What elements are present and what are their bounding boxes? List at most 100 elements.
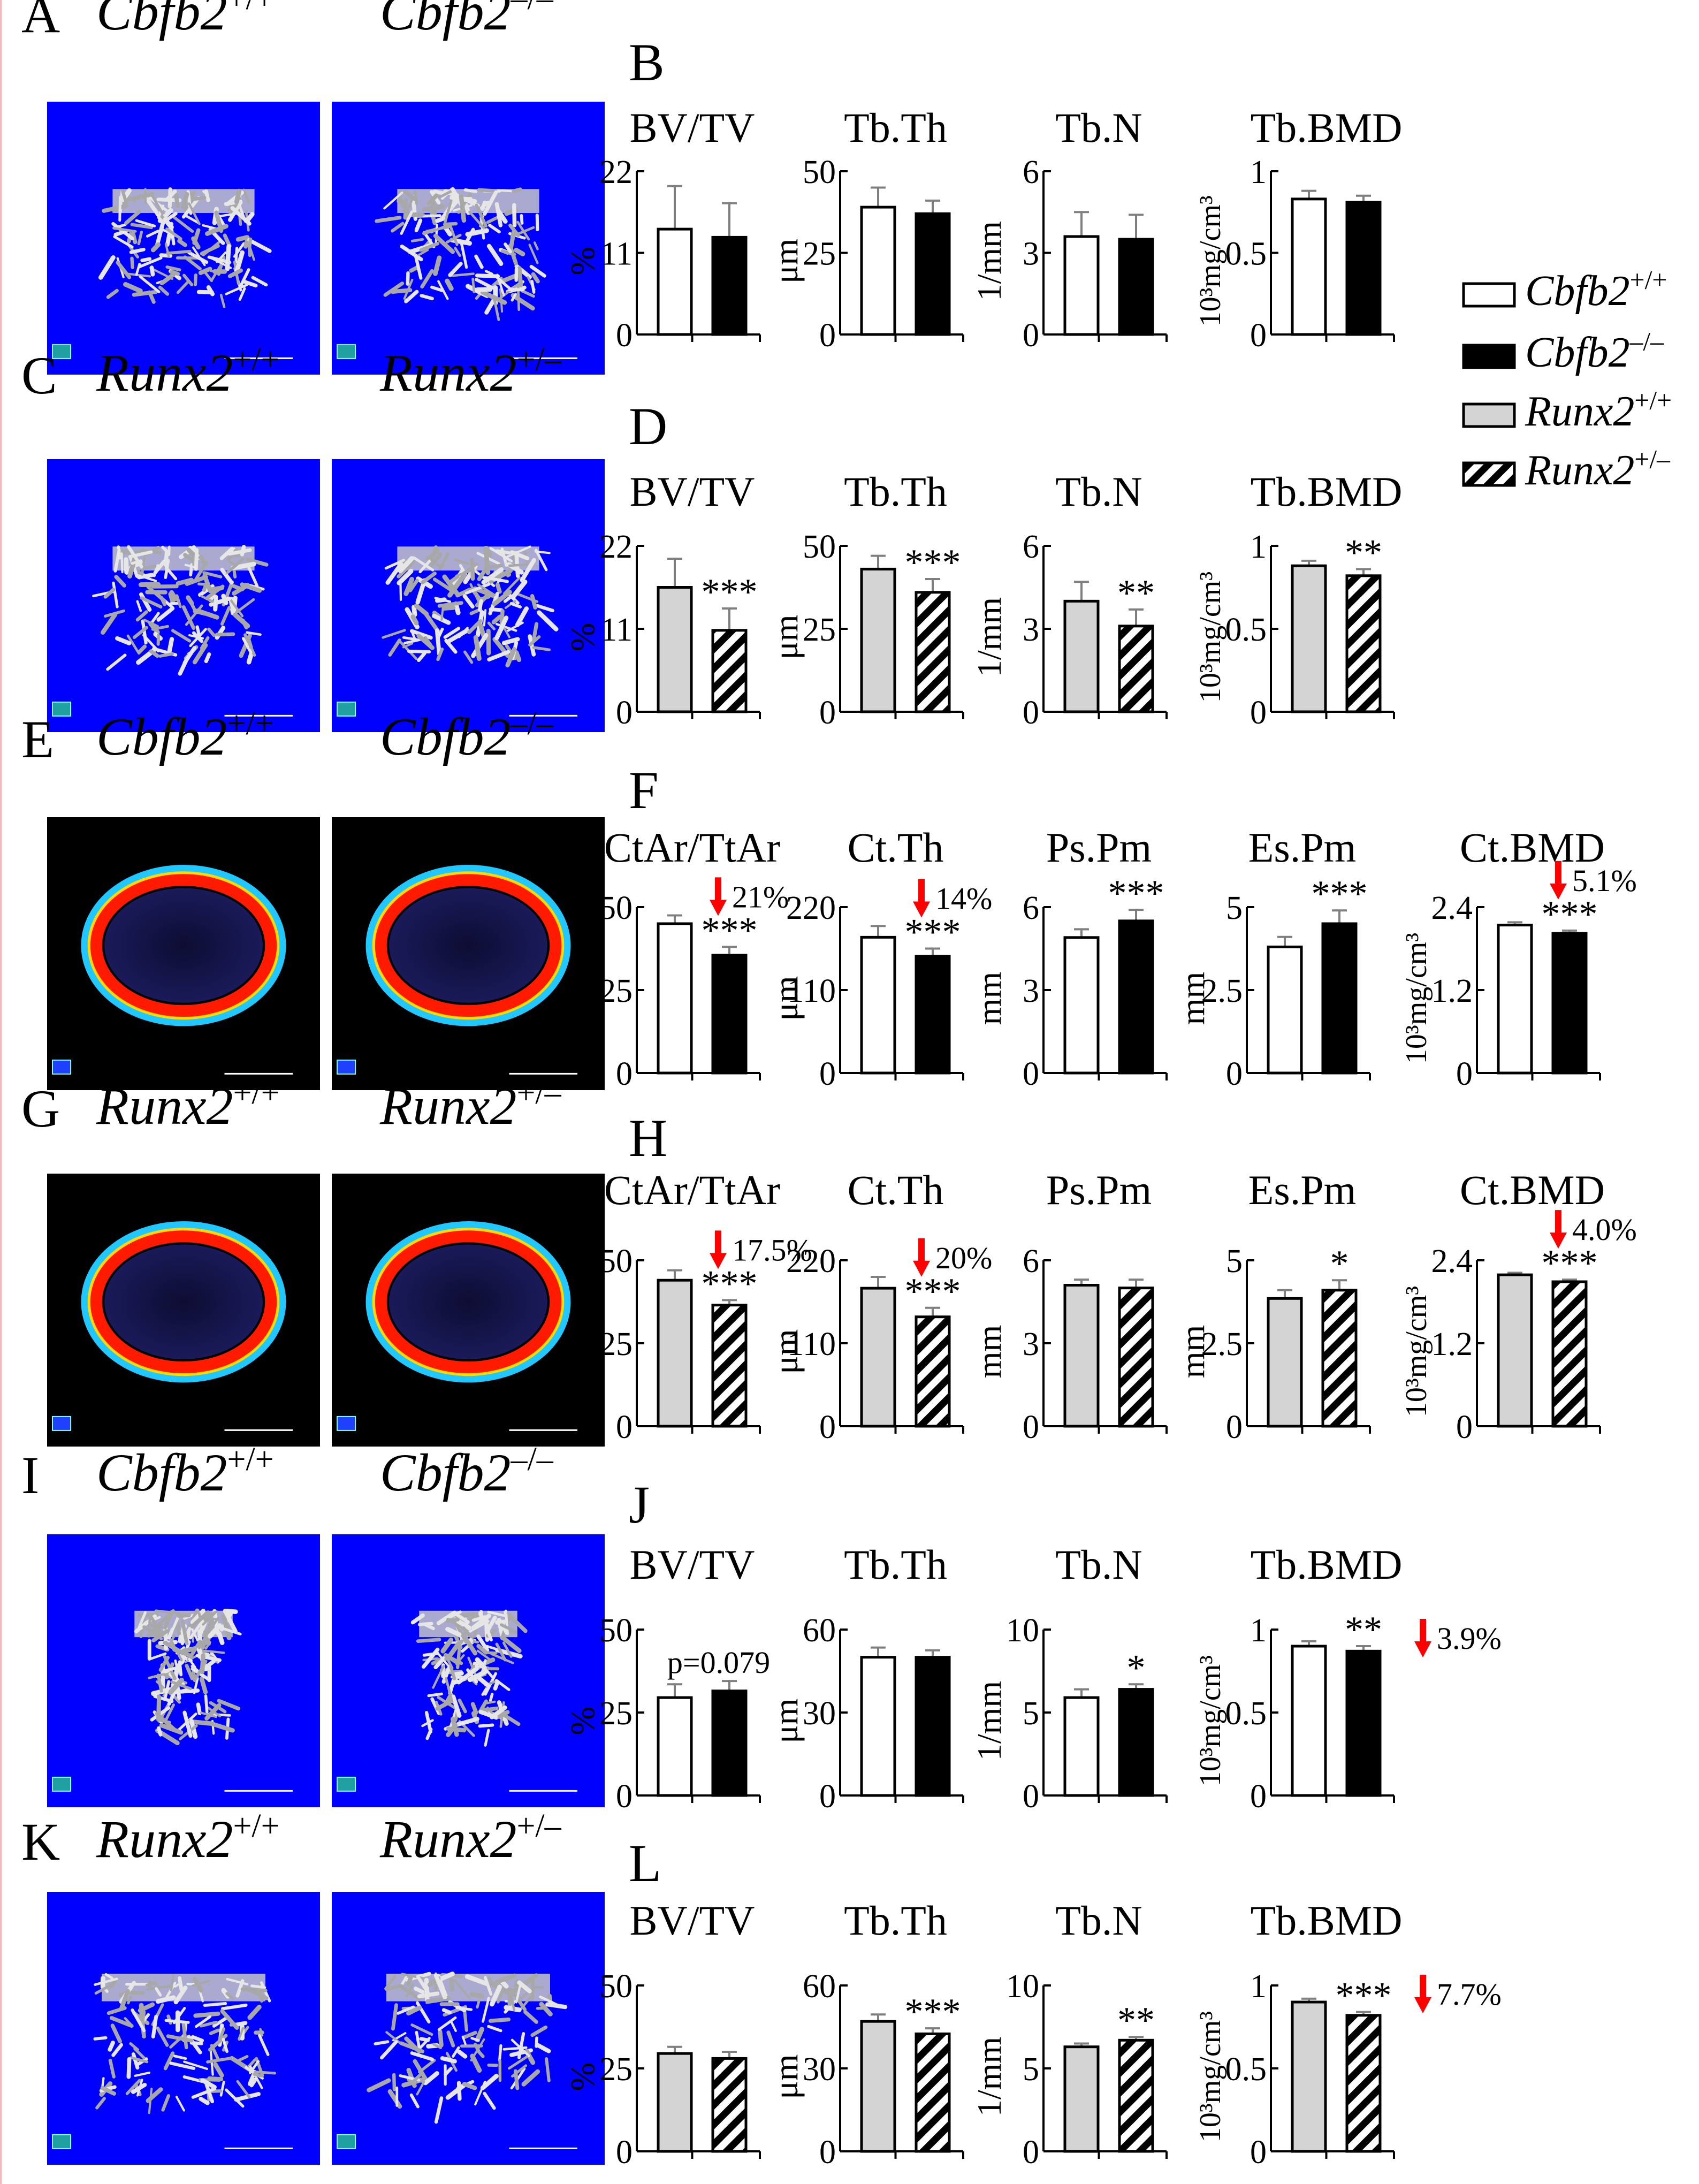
- trabecula: [511, 293, 535, 311]
- genotype-label-left: Runx2+/+: [96, 1075, 280, 1136]
- trabecula: [475, 203, 487, 228]
- y-tick-label: 50: [599, 890, 633, 926]
- trabecula: [511, 1996, 515, 2012]
- trabecula: [466, 1668, 478, 1684]
- trabecula: [488, 564, 503, 569]
- trabecula: [131, 2082, 147, 2094]
- panel-letter-h: H: [629, 1108, 667, 1168]
- bar-wildtype: [657, 1279, 693, 1428]
- trabecula: [238, 2054, 249, 2062]
- cortex-red-ring: [375, 874, 562, 1017]
- bar-wildtype: [860, 2020, 896, 2153]
- y-tick-label: 6: [1023, 890, 1039, 926]
- trabecula: [536, 610, 559, 631]
- chart-title: Ct.BMD: [1460, 824, 1605, 871]
- genotype-label-left-base: Runx2: [96, 343, 233, 402]
- trabecula: [456, 1666, 479, 1685]
- trabecula: [235, 1979, 245, 1998]
- trabecula: [514, 650, 522, 663]
- trabecula: [241, 637, 253, 654]
- trabecula: [407, 649, 431, 654]
- cortex-red-ring: [90, 1230, 277, 1374]
- significance-stars: *: [1127, 1647, 1146, 1688]
- trabecula: [429, 552, 443, 567]
- microct-image-left: [47, 459, 320, 732]
- trabecula: [188, 1657, 196, 1669]
- trabecula: [477, 595, 491, 602]
- trabecula: [182, 645, 197, 665]
- trabecula: [236, 2080, 251, 2099]
- trabecula: [456, 1647, 461, 1669]
- trabecula: [217, 2027, 226, 2044]
- trabecula: [433, 1653, 449, 1670]
- chart-title: Tb.BMD: [1251, 1541, 1403, 1588]
- y-axis-label: 10³mg/cm³: [1194, 572, 1227, 703]
- y-axis-label: 1/mm: [970, 597, 1008, 677]
- trabecula: [188, 202, 201, 225]
- y-tick-label: 25: [599, 2051, 633, 2088]
- chart-bv-tv: BV/TV 22 11 0% ***: [563, 468, 761, 731]
- trabecula: [410, 1613, 425, 1625]
- trabecula: [481, 567, 504, 585]
- trabecula: [111, 222, 134, 241]
- significance-stars: ***: [1312, 873, 1368, 915]
- trabecula: [435, 597, 447, 603]
- chart-title: Ps.Pm: [1046, 824, 1152, 871]
- trabecula: [504, 242, 512, 254]
- trabecula: [155, 1987, 162, 1997]
- trabecula: [165, 566, 178, 581]
- cortical-bone-render: [81, 865, 286, 1026]
- y-tick-label: 50: [803, 154, 836, 191]
- orientation-glyph: [52, 1776, 71, 1792]
- y-tick-label: 6: [1023, 1243, 1039, 1280]
- chart-title: Tb.N: [1055, 1541, 1142, 1588]
- trabecula: [398, 1984, 422, 2001]
- trabecula: [416, 2081, 425, 2096]
- genotype-label-left-sup: +/+: [227, 0, 273, 17]
- trabecula: [510, 226, 535, 238]
- trabecula: [106, 653, 127, 671]
- bar-mutant: [711, 1690, 748, 1797]
- trabecula: [146, 1984, 173, 1991]
- trabecula: [158, 285, 170, 296]
- trabecula: [171, 1615, 180, 1632]
- panel-letter-g: G: [21, 1079, 60, 1138]
- trabecula: [520, 214, 524, 225]
- trabecula: [178, 1976, 184, 1992]
- chart-title: Tb.BMD: [1251, 468, 1403, 515]
- y-tick-label: 0: [1250, 317, 1267, 354]
- significance-stars: ***: [905, 912, 961, 953]
- orientation-glyph: [337, 701, 356, 717]
- trabecula: [468, 1619, 490, 1633]
- trabecula: [209, 1701, 227, 1714]
- y-tick-label: 5: [1023, 1695, 1039, 1732]
- trabecula: [489, 1984, 502, 2007]
- significance-stars: ***: [905, 1271, 961, 1312]
- genotype-label-left-base: Cbfb2: [96, 0, 227, 41]
- trabecula: [426, 193, 439, 206]
- significance-stars: ***: [702, 572, 758, 613]
- y-tick-label: 0: [1023, 695, 1039, 731]
- chart-title: BV/TV: [630, 104, 755, 151]
- y-tick-label: 2.4: [1431, 1243, 1473, 1280]
- y-tick-label: 25: [599, 1326, 633, 1363]
- decrease-arrow-head: [1414, 1641, 1431, 1657]
- trabecular-bone-render: [410, 1609, 528, 1747]
- legend-label-hatch-base: Runx2: [1525, 447, 1634, 494]
- chart-title: Es.Pm: [1248, 824, 1357, 871]
- y-tick-label: 11: [600, 236, 633, 272]
- trabecula: [172, 215, 194, 233]
- chart-title: Tb.Th: [844, 1897, 947, 1944]
- trabecula: [207, 627, 216, 637]
- trabecula: [478, 1699, 488, 1714]
- trabecula: [181, 192, 189, 209]
- trabecula: [106, 2006, 127, 2015]
- trabecula: [410, 614, 419, 626]
- bar-wildtype: [657, 922, 693, 1075]
- trabecula: [379, 2040, 398, 2060]
- trabecula: [499, 1979, 509, 1989]
- y-tick-label: 0.5: [1225, 612, 1267, 648]
- trabecula: [125, 2079, 141, 2095]
